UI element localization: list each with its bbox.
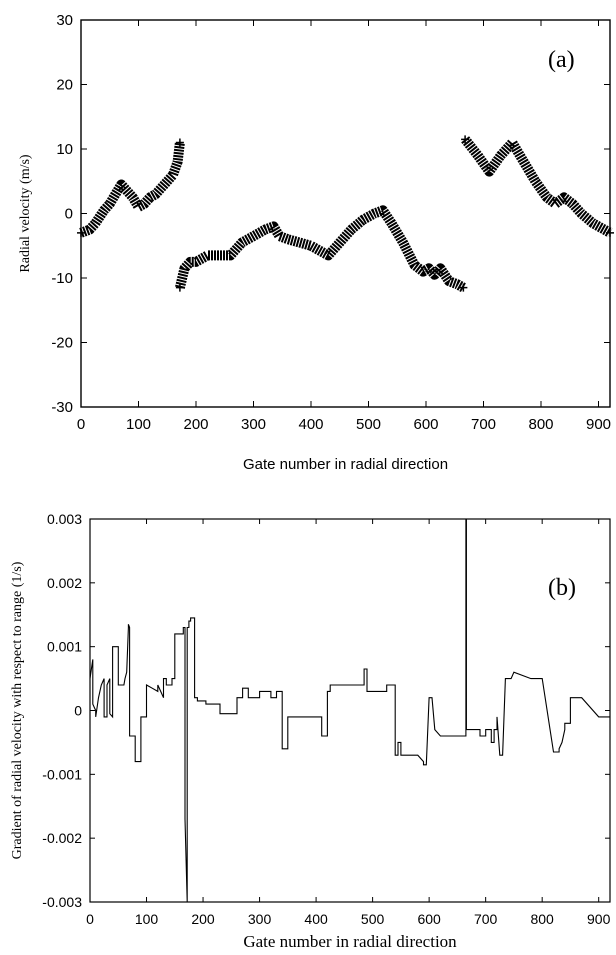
x-tick-label: 400 [304, 911, 328, 927]
series-line-b [89, 518, 610, 903]
x-tick-label: 400 [298, 416, 323, 433]
series-end-marker [461, 135, 470, 144]
series-end-marker [175, 283, 184, 292]
plot-frame-a [80, 19, 611, 408]
series-end-marker [459, 283, 468, 292]
chart-panel-a: 0 100 200 300 400 500 600 700 800 900 -30 -20 -10 0 10… [18, 12, 614, 473]
x-tick-label: 700 [474, 911, 498, 927]
y-tick-label: 30 [56, 12, 73, 29]
chart-panel-b: 0 100 200 300 400 500 600 700 800 900 -0.003 -0.002… [10, 511, 611, 951]
series-group-a [77, 135, 614, 293]
series-group-b [89, 518, 610, 903]
x-tick-label: 800 [530, 911, 554, 927]
x-tick-label: 500 [356, 416, 381, 433]
y-tick-label: 0 [74, 703, 82, 719]
x-tick-label: 700 [471, 416, 496, 433]
y-tick-label: -0.003 [42, 894, 82, 910]
series-line-a-3 [461, 136, 613, 238]
y-tick-label: 0.003 [47, 511, 82, 527]
series-line-a-2 [175, 205, 466, 293]
y-tick-label: -10 [51, 270, 73, 287]
y-tick-label: -20 [51, 335, 73, 352]
series-end-marker [175, 138, 184, 147]
y-tick-label: 0 [65, 206, 73, 223]
y-tick-label: 0.002 [47, 575, 82, 591]
ticks-a: 0 100 200 300 400 500 600 700 800 900 -30 -20 -10 0 10… [51, 12, 611, 433]
series-end-marker [77, 228, 85, 237]
series-end-marker [606, 228, 614, 237]
x-axis-title-a: Gate number in radial direction [243, 456, 448, 473]
x-tick-label: 200 [183, 416, 208, 433]
x-tick-label: 100 [126, 416, 151, 433]
x-tick-label: 200 [191, 911, 215, 927]
y-axis-title-b: Gradient of radial velocity with respect… [10, 561, 25, 859]
y-tick-label: -30 [51, 399, 73, 416]
series-line-a-1 [79, 142, 185, 238]
y-tick-label: 20 [56, 77, 73, 94]
x-tick-label: 100 [135, 911, 159, 927]
y-tick-label: 10 [56, 141, 73, 158]
x-tick-label: 900 [586, 416, 611, 433]
x-tick-label: 300 [248, 911, 272, 927]
x-tick-label: 600 [417, 911, 441, 927]
x-tick-label: 0 [86, 911, 94, 927]
y-tick-label: -0.002 [42, 830, 82, 846]
panel-label-b: (b) [548, 575, 576, 601]
y-axis-title-a: Radial velocity (m/s) [18, 154, 33, 273]
x-tick-label: 300 [241, 416, 266, 433]
x-tick-label: 900 [587, 911, 611, 927]
ticks-b: 0 100 200 300 400 500 600 700 800 900 -0.003 -0.002… [42, 511, 610, 927]
x-tick-label: 800 [528, 416, 553, 433]
x-tick-label: 0 [77, 416, 85, 433]
y-tick-label: -0.001 [42, 766, 82, 782]
panel-label-a: (a) [548, 47, 575, 73]
x-axis-title-b: Gate number in radial direction [243, 932, 457, 951]
y-tick-label: 0.001 [47, 639, 82, 655]
x-tick-label: 600 [413, 416, 438, 433]
plot-frame-b [89, 518, 611, 903]
x-tick-label: 500 [361, 911, 385, 927]
